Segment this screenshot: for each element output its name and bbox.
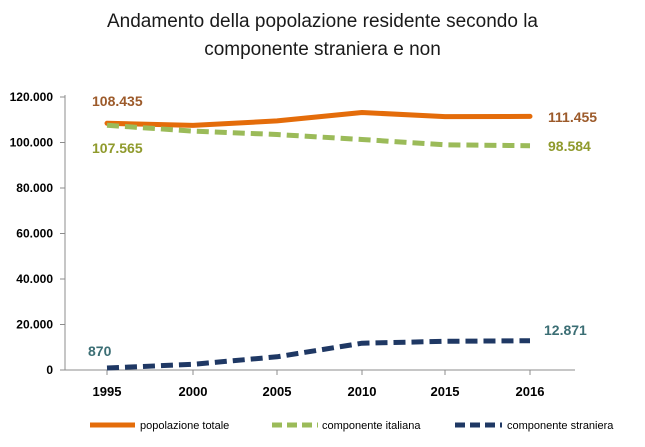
series-line-2 bbox=[106, 122, 531, 149]
data-label-end: 111.455 bbox=[548, 109, 597, 125]
series-line-1 bbox=[104, 110, 533, 128]
series-line-3 bbox=[106, 338, 531, 371]
data-label-start: 108.435 bbox=[92, 93, 143, 109]
legend-label: popolazione totale bbox=[140, 420, 229, 432]
data-label-start: 107.565 bbox=[92, 140, 143, 156]
chart-title-line-1: Andamento della popolazione residente se… bbox=[107, 11, 538, 32]
legend-label: componente straniera bbox=[507, 420, 614, 432]
chart-title: Andamento della popolazione residente se… bbox=[0, 8, 645, 64]
x-tick-label: 1995 bbox=[93, 384, 122, 399]
chart-title-line-2: componente straniera e non bbox=[204, 39, 441, 60]
y-tick-label: 20.000 bbox=[16, 318, 53, 332]
y-tick-label: 40.000 bbox=[16, 272, 53, 286]
legend-label: componente italiana bbox=[322, 420, 421, 432]
data-labels: 108.435 111.455 107.565 98.584 870 12.871 bbox=[88, 93, 597, 359]
data-label-end: 12.871 bbox=[544, 322, 587, 338]
y-tick-label: 100.000 bbox=[10, 136, 54, 150]
y-tick-label: 120.000 bbox=[10, 90, 54, 104]
x-tick-label: 2005 bbox=[263, 384, 292, 399]
y-tick-label: 80.000 bbox=[16, 181, 53, 195]
x-tick-label: 2016 bbox=[516, 384, 545, 399]
x-tick-label: 2010 bbox=[348, 384, 377, 399]
data-label-end: 98.584 bbox=[548, 138, 591, 154]
x-tick-label: 2015 bbox=[431, 384, 460, 399]
series-layer bbox=[104, 110, 533, 371]
legend: popolazione totale componente italiana com… bbox=[90, 420, 614, 432]
axes: 0 20.000 40.000 60.000 80.000 100.000 120.000 1… bbox=[10, 90, 575, 399]
y-tick-label: 60.000 bbox=[16, 227, 53, 241]
y-tick-label: 0 bbox=[46, 363, 53, 377]
data-label-start: 870 bbox=[88, 343, 112, 359]
x-tick-label: 2000 bbox=[179, 384, 208, 399]
